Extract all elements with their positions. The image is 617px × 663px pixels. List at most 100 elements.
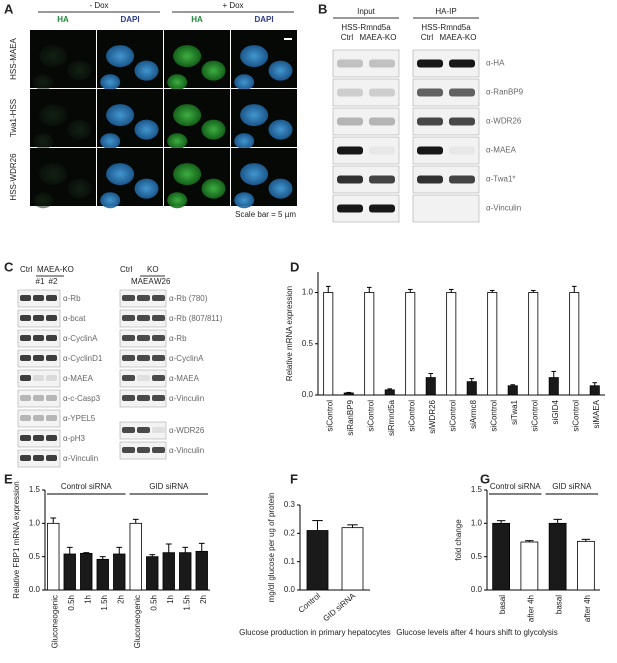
condition-label: - Dox — [89, 1, 108, 10]
antibody-label: α-bcat — [63, 314, 86, 323]
lane-label: Ctrl — [20, 265, 33, 274]
bar — [569, 292, 580, 396]
band — [20, 435, 31, 441]
nucleus — [100, 74, 121, 91]
panel-letter: E — [4, 471, 13, 486]
band — [33, 315, 44, 321]
y-axis-label: Relative FBP1 mRNA expression — [12, 481, 21, 598]
bar — [306, 530, 329, 591]
band — [46, 395, 57, 401]
nucleus — [167, 74, 188, 91]
band — [46, 335, 57, 341]
antibody-label: α-pH3 — [63, 434, 86, 443]
band — [20, 415, 31, 421]
x-tick-label: siGID4 — [551, 399, 560, 424]
nucleus — [106, 45, 135, 68]
y-tick-label: 0.3 — [284, 500, 296, 509]
band — [122, 335, 135, 341]
nucleus — [201, 60, 226, 81]
x-tick-label: siControl — [571, 400, 580, 432]
blot — [332, 49, 400, 78]
lane-label: Ctrl — [120, 265, 133, 274]
construct-label: HSS-Rmnd5a — [421, 23, 471, 32]
antibody-label: α-CyclinA — [63, 334, 98, 343]
nucleus — [234, 133, 255, 150]
x-tick-label: siTwa1 — [510, 399, 519, 424]
bar — [548, 377, 559, 396]
band — [337, 59, 363, 68]
panel-letter: F — [290, 471, 298, 486]
blot — [17, 369, 61, 388]
band — [20, 295, 31, 301]
band — [152, 447, 165, 453]
group-label: GID siRNA — [552, 482, 592, 491]
blot — [332, 78, 400, 107]
band — [137, 295, 150, 301]
x-tick-label: after 4h — [583, 595, 592, 622]
band — [369, 204, 395, 213]
nucleus — [167, 192, 188, 209]
band — [449, 59, 475, 68]
band — [46, 435, 57, 441]
x-tick-label: Gluconeogenic — [50, 595, 59, 648]
x-tick-label: 2h — [116, 595, 125, 604]
antibody-label: α-MAEA — [63, 374, 94, 383]
nucleus — [240, 104, 269, 127]
band — [46, 375, 57, 381]
bar — [492, 522, 510, 591]
nucleus — [67, 119, 92, 140]
nucleus — [173, 163, 202, 186]
x-tick-label: siControl — [448, 400, 457, 432]
nucleus — [100, 192, 121, 209]
band — [152, 427, 165, 433]
band — [337, 88, 363, 97]
band — [137, 447, 150, 453]
antibody-label: α-CyclinD1 — [63, 354, 103, 363]
x-tick-label: siWDR26 — [428, 399, 437, 433]
y-axis-label: mg/dl glucose per ug of protein — [267, 493, 276, 603]
bar — [195, 550, 208, 591]
x-tick-label: siControl — [366, 400, 375, 432]
band — [337, 204, 363, 213]
band — [33, 415, 44, 421]
band — [152, 315, 165, 321]
band — [152, 375, 165, 381]
y-tick-label: 1.0 — [471, 518, 483, 527]
group-label: GID siRNA — [149, 482, 189, 491]
y-tick-label: 1.5 — [29, 485, 41, 494]
scale-bar — [284, 38, 292, 40]
nucleus — [67, 60, 92, 81]
nucleus — [268, 60, 293, 81]
blot — [17, 389, 61, 408]
band — [46, 315, 57, 321]
bar — [466, 381, 477, 396]
x-tick-label: siControl — [489, 400, 498, 432]
channel-label: DAPI — [120, 15, 139, 24]
antibody-label: α-WDR26 — [486, 117, 522, 126]
band — [33, 395, 44, 401]
nucleus — [134, 178, 159, 199]
bar — [162, 552, 175, 591]
x-tick-label: 1h — [83, 595, 92, 604]
blot — [412, 194, 480, 223]
channel-label: DAPI — [254, 15, 273, 24]
antibody-label: α-MAEA — [169, 374, 200, 383]
lane-label: Ctrl — [341, 33, 354, 42]
band — [337, 146, 363, 155]
band — [20, 315, 31, 321]
band — [417, 175, 443, 184]
band — [137, 395, 150, 401]
bar — [425, 377, 436, 396]
nucleus — [240, 163, 269, 186]
y-tick-label: 0.0 — [302, 390, 314, 399]
construct-label: HSS-Rmnd5a — [341, 23, 391, 32]
x-tick-label: siControl — [407, 400, 416, 432]
band — [137, 375, 150, 381]
band — [46, 415, 57, 421]
bar — [63, 553, 76, 591]
condition-label: + Dox — [222, 1, 243, 10]
band — [417, 146, 443, 155]
channel-label: HA — [191, 15, 203, 24]
band — [33, 435, 44, 441]
